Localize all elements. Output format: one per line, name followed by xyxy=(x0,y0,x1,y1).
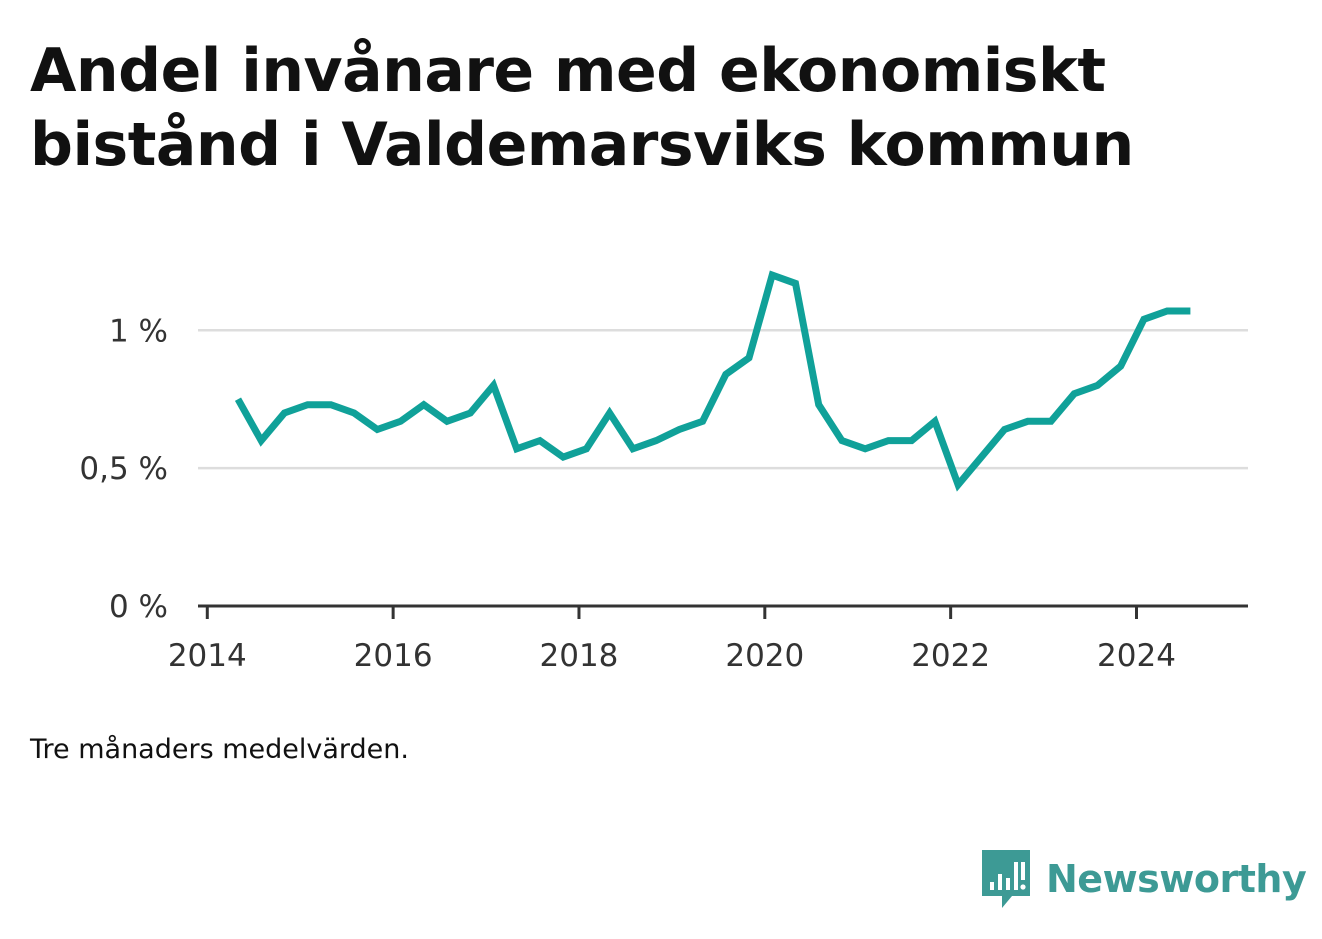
data-point xyxy=(746,354,753,361)
x-tick-label: 2016 xyxy=(354,638,433,674)
data-point xyxy=(978,454,985,461)
chart-note: Tre månaders medelvärden. xyxy=(30,734,409,765)
data-point xyxy=(560,454,567,461)
brand-name: Newsworthy xyxy=(1046,857,1307,901)
data-point xyxy=(583,445,590,452)
brand-logo: Newsworthy xyxy=(980,848,1307,910)
data-point xyxy=(908,437,915,444)
x-tick-label: 2024 xyxy=(1097,638,1176,674)
data-point xyxy=(327,401,334,408)
x-tick-label: 2020 xyxy=(725,638,804,674)
data-point xyxy=(955,481,962,488)
x-tick-label: 2022 xyxy=(911,638,990,674)
data-point xyxy=(1001,426,1008,433)
data-point xyxy=(234,396,241,403)
series-layer xyxy=(234,270,1194,492)
data-point xyxy=(1187,307,1194,314)
data-point xyxy=(931,418,938,425)
data-point xyxy=(536,437,543,444)
x-tick-label: 2014 xyxy=(168,638,247,674)
data-point xyxy=(653,437,660,444)
series-line xyxy=(234,270,1191,492)
data-point xyxy=(351,410,358,417)
y-axis-labels: 0 % 0,5 % 1 % xyxy=(79,313,168,625)
data-point xyxy=(420,401,427,408)
data-point xyxy=(1048,418,1055,425)
data-point xyxy=(1164,307,1171,314)
data-point xyxy=(1094,382,1101,389)
data-point xyxy=(792,280,799,287)
data-point xyxy=(374,426,381,433)
y-tick-label: 1 % xyxy=(109,313,168,349)
data-point xyxy=(258,437,265,444)
data-point xyxy=(513,445,520,452)
x-tick-label: 2018 xyxy=(540,638,619,674)
data-point xyxy=(769,272,776,279)
data-point xyxy=(838,437,845,444)
data-point xyxy=(1024,418,1031,425)
data-point xyxy=(1140,316,1147,323)
data-point xyxy=(862,445,869,452)
data-point xyxy=(281,410,288,417)
data-point xyxy=(722,371,729,378)
data-point xyxy=(444,418,451,425)
data-point xyxy=(629,445,636,452)
data-point xyxy=(676,426,683,433)
data-point xyxy=(606,410,613,417)
data-point xyxy=(699,418,706,425)
data-point xyxy=(304,401,311,408)
y-tick-label: 0 % xyxy=(109,589,168,625)
data-point xyxy=(490,382,497,389)
y-tick-label: 0,5 % xyxy=(79,451,168,487)
data-point xyxy=(467,410,474,417)
data-point xyxy=(885,437,892,444)
data-point xyxy=(815,401,822,408)
data-point xyxy=(1071,390,1078,397)
gridlines xyxy=(198,329,1248,470)
data-point xyxy=(1117,363,1124,370)
data-point xyxy=(397,418,404,425)
chart-title: Andel invånare med ekonomiskt bistånd i … xyxy=(30,36,1134,180)
x-axis: 2014 2016 2018 2020 2022 2024 xyxy=(168,604,1248,674)
newsworthy-bar-chart-icon xyxy=(982,850,1030,908)
